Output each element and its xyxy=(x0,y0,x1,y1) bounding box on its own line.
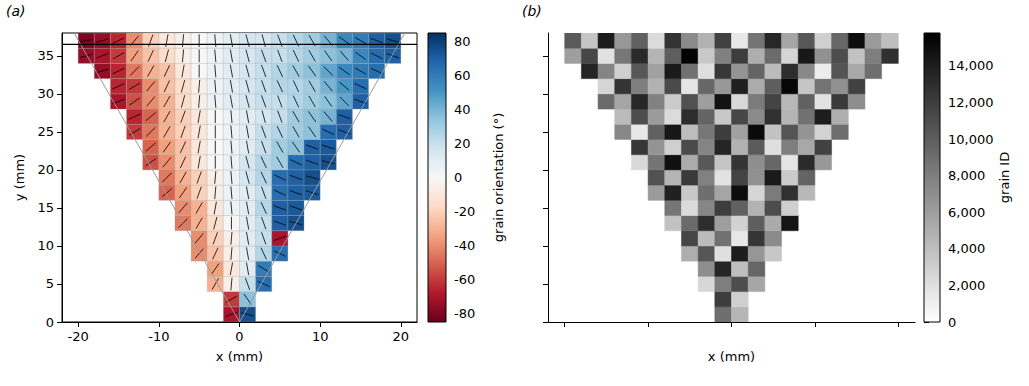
svg-text:-20: -20 xyxy=(68,329,89,344)
svg-text:(a): (a) xyxy=(6,3,26,19)
svg-text:25: 25 xyxy=(37,124,54,139)
svg-text:-80: -80 xyxy=(454,306,475,321)
svg-text:35: 35 xyxy=(37,48,54,63)
svg-text:80: 80 xyxy=(454,34,471,49)
svg-text:20: 20 xyxy=(37,162,54,177)
svg-text:12,000: 12,000 xyxy=(948,95,994,110)
svg-text:30: 30 xyxy=(37,86,54,101)
svg-text:6,000: 6,000 xyxy=(948,205,985,220)
svg-text:y (mm): y (mm) xyxy=(12,154,27,201)
svg-text:x (mm): x (mm) xyxy=(708,349,755,364)
svg-text:-60: -60 xyxy=(454,272,475,287)
svg-text:10: 10 xyxy=(312,329,329,344)
svg-text:grain ID: grain ID xyxy=(997,152,1012,203)
svg-text:20: 20 xyxy=(454,136,471,151)
svg-text:0: 0 xyxy=(454,170,462,185)
svg-text:x (mm): x (mm) xyxy=(216,349,263,364)
svg-text:0: 0 xyxy=(235,329,243,344)
svg-text:(b): (b) xyxy=(522,3,542,19)
svg-text:0: 0 xyxy=(948,315,956,330)
svg-text:15: 15 xyxy=(37,200,54,215)
svg-text:40: 40 xyxy=(454,102,471,117)
svg-text:14,000: 14,000 xyxy=(948,58,994,73)
svg-text:-20: -20 xyxy=(454,204,475,219)
svg-text:2,000: 2,000 xyxy=(948,278,985,293)
svg-text:10,000: 10,000 xyxy=(948,132,994,147)
svg-text:10: 10 xyxy=(37,238,54,253)
svg-text:-10: -10 xyxy=(148,329,169,344)
svg-text:60: 60 xyxy=(454,68,471,83)
svg-text:8,000: 8,000 xyxy=(948,168,985,183)
svg-text:grain orientation (°): grain orientation (°) xyxy=(491,113,506,242)
svg-text:-40: -40 xyxy=(454,238,475,253)
svg-text:0: 0 xyxy=(46,315,54,330)
svg-text:4,000: 4,000 xyxy=(948,241,985,256)
svg-text:20: 20 xyxy=(393,329,410,344)
svg-text:5: 5 xyxy=(46,276,54,291)
